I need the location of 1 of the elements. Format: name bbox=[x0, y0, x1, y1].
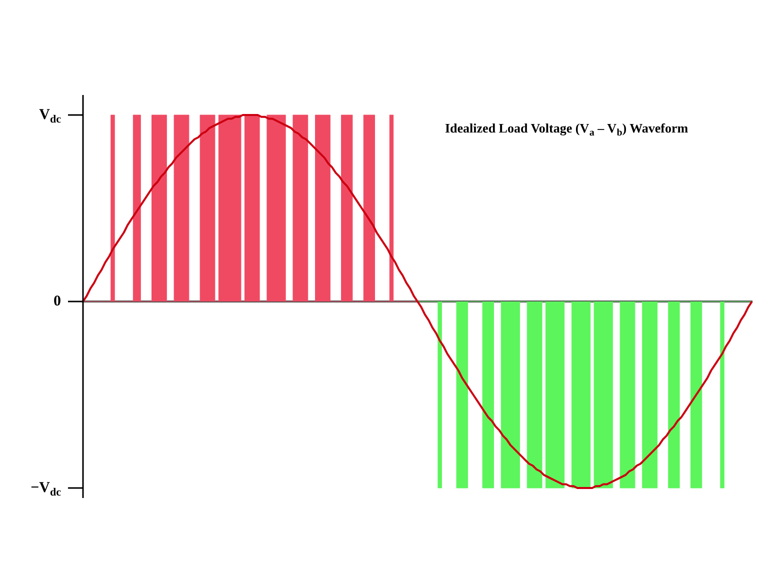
ref-line-label: 0 bbox=[54, 293, 61, 310]
